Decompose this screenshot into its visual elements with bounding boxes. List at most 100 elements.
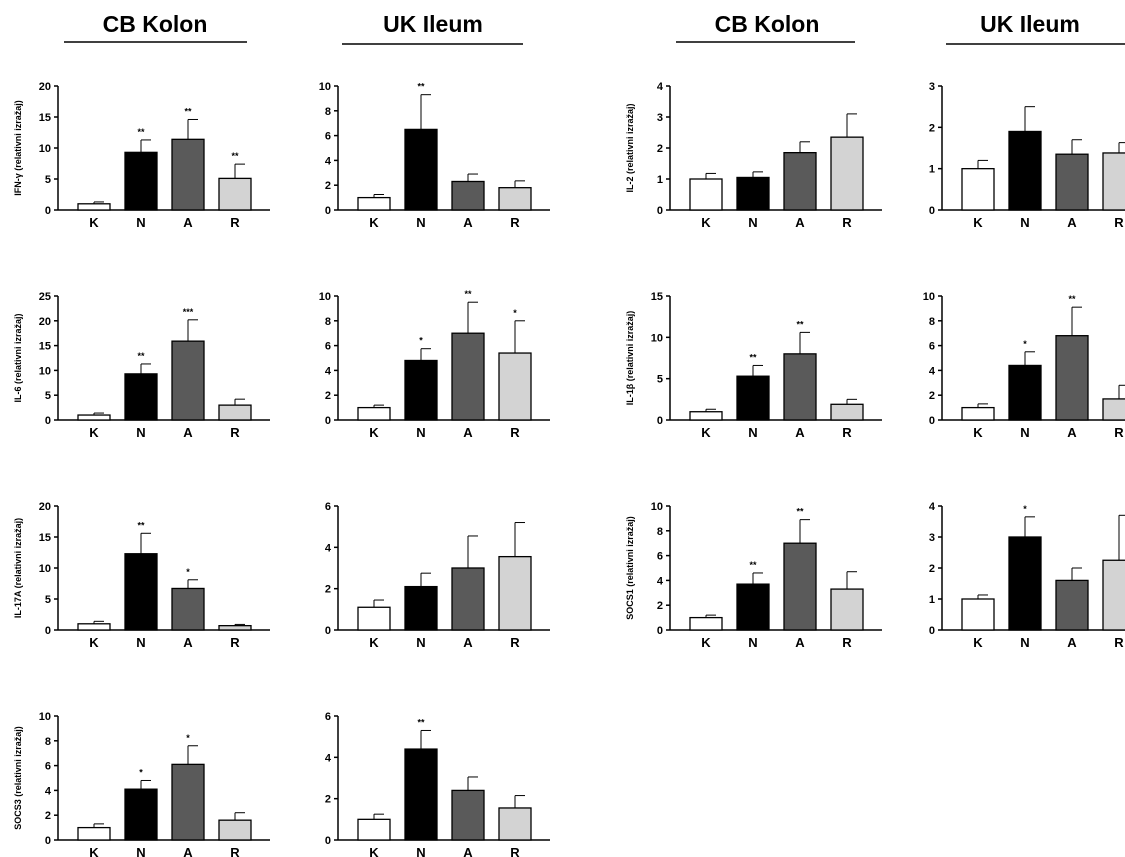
- significance-mark: **: [231, 151, 239, 161]
- bar-R: [1103, 560, 1125, 630]
- bar-R: [831, 589, 863, 630]
- bar-A: [1056, 580, 1088, 630]
- y-tick-label: 10: [319, 291, 331, 303]
- bar-N: [737, 584, 769, 630]
- y-tick-label: 0: [929, 205, 935, 217]
- y-tick-label: 10: [923, 291, 935, 303]
- x-category-label: K: [369, 635, 379, 650]
- y-tick-label: 2: [929, 563, 935, 575]
- significance-mark: *: [419, 336, 423, 346]
- y-tick-label: 1: [929, 164, 935, 176]
- y-tick-label: 5: [657, 374, 663, 386]
- x-category-label: A: [463, 635, 473, 650]
- significance-mark: **: [417, 717, 425, 727]
- y-tick-label: 0: [45, 415, 51, 427]
- significance-mark: *: [186, 567, 190, 577]
- bar-A: [1056, 154, 1088, 210]
- significance-mark: **: [796, 507, 804, 517]
- y-axis-label: IFN-γ (relativni izražaj): [13, 100, 23, 196]
- bar-A: [172, 341, 204, 420]
- column-header: CB Kolon: [103, 11, 208, 37]
- bar-K: [690, 618, 722, 630]
- chart-panel: 0 5 10 15 20 IFN-γ (relativni izražaj) K N ** A **…: [13, 81, 270, 230]
- x-category-label: R: [230, 215, 240, 230]
- bar-R: [1103, 399, 1125, 420]
- bar-K: [962, 169, 994, 210]
- x-category-label: K: [973, 635, 983, 650]
- x-category-label: N: [416, 215, 425, 230]
- y-tick-label: 0: [657, 205, 663, 217]
- y-tick-label: 25: [39, 291, 51, 303]
- x-category-label: A: [1067, 635, 1077, 650]
- y-tick-label: 5: [45, 390, 51, 402]
- bar-R: [499, 188, 531, 210]
- x-category-label: A: [183, 425, 193, 440]
- y-tick-label: 4: [657, 81, 664, 93]
- bar-R: [499, 557, 531, 630]
- y-tick-label: 0: [325, 415, 331, 427]
- y-tick-label: 0: [325, 625, 331, 637]
- y-tick-label: 3: [929, 81, 935, 93]
- x-category-label: K: [89, 845, 99, 857]
- chart-panel: 0 1 2 3 4 IL-2 (relativni izražaj) K N A R: [625, 81, 882, 230]
- y-tick-label: 4: [325, 365, 332, 377]
- x-category-label: N: [1020, 635, 1029, 650]
- chart-panel: 0 1 2 3 4 K N * A R: [929, 501, 1125, 650]
- y-tick-label: 15: [651, 291, 663, 303]
- y-tick-label: 0: [929, 625, 935, 637]
- x-category-label: K: [89, 425, 99, 440]
- significance-mark: **: [417, 82, 425, 92]
- x-category-label: A: [795, 215, 805, 230]
- y-tick-label: 8: [325, 316, 331, 328]
- y-tick-label: 0: [45, 205, 51, 217]
- y-tick-label: 8: [929, 316, 935, 328]
- y-tick-label: 6: [325, 341, 331, 353]
- bar-K: [358, 819, 390, 840]
- y-tick-label: 15: [39, 532, 51, 544]
- x-category-label: K: [89, 635, 99, 650]
- x-category-label: A: [795, 425, 805, 440]
- x-category-label: K: [369, 425, 379, 440]
- y-tick-label: 15: [39, 341, 51, 353]
- bar-A: [172, 764, 204, 840]
- y-tick-label: 5: [45, 594, 51, 606]
- y-tick-label: 3: [657, 112, 663, 124]
- bar-A: [452, 181, 484, 210]
- chart-panel: 0 1 2 3 K N A R: [929, 81, 1125, 230]
- x-category-label: R: [510, 425, 520, 440]
- significance-mark: **: [464, 289, 472, 299]
- bar-N: [125, 152, 157, 210]
- x-category-label: A: [183, 845, 193, 857]
- bar-K: [358, 607, 390, 630]
- x-category-label: N: [416, 845, 425, 857]
- y-tick-label: 4: [45, 785, 52, 797]
- bar-K: [690, 179, 722, 210]
- x-category-label: K: [89, 215, 99, 230]
- significance-mark: *: [186, 733, 190, 743]
- y-tick-label: 2: [325, 794, 331, 806]
- significance-mark: *: [513, 308, 517, 318]
- y-tick-label: 10: [39, 365, 51, 377]
- bar-A: [172, 588, 204, 630]
- bar-R: [499, 353, 531, 420]
- x-category-label: R: [842, 425, 852, 440]
- chart-panel: 0 2 4 6 8 10 K N * A ** R: [923, 291, 1125, 440]
- significance-mark: **: [749, 352, 757, 362]
- bar-R: [499, 808, 531, 840]
- y-tick-label: 6: [325, 501, 331, 513]
- bar-A: [784, 543, 816, 630]
- y-tick-label: 1: [929, 594, 935, 606]
- y-tick-label: 10: [651, 332, 663, 344]
- y-tick-label: 5: [45, 174, 51, 186]
- y-axis-label: IL-2 (relativni izražaj): [625, 103, 635, 192]
- y-tick-label: 2: [325, 584, 331, 596]
- x-category-label: A: [795, 635, 805, 650]
- bar-N: [405, 587, 437, 630]
- bar-N: [737, 177, 769, 210]
- x-category-label: R: [1114, 425, 1124, 440]
- x-category-label: K: [701, 215, 711, 230]
- chart-panel: 0 5 10 15 20 IL-17A (relativni izražaj) K N ** A *…: [13, 501, 270, 650]
- significance-mark: **: [184, 106, 192, 116]
- x-category-label: R: [230, 635, 240, 650]
- bar-N: [405, 749, 437, 840]
